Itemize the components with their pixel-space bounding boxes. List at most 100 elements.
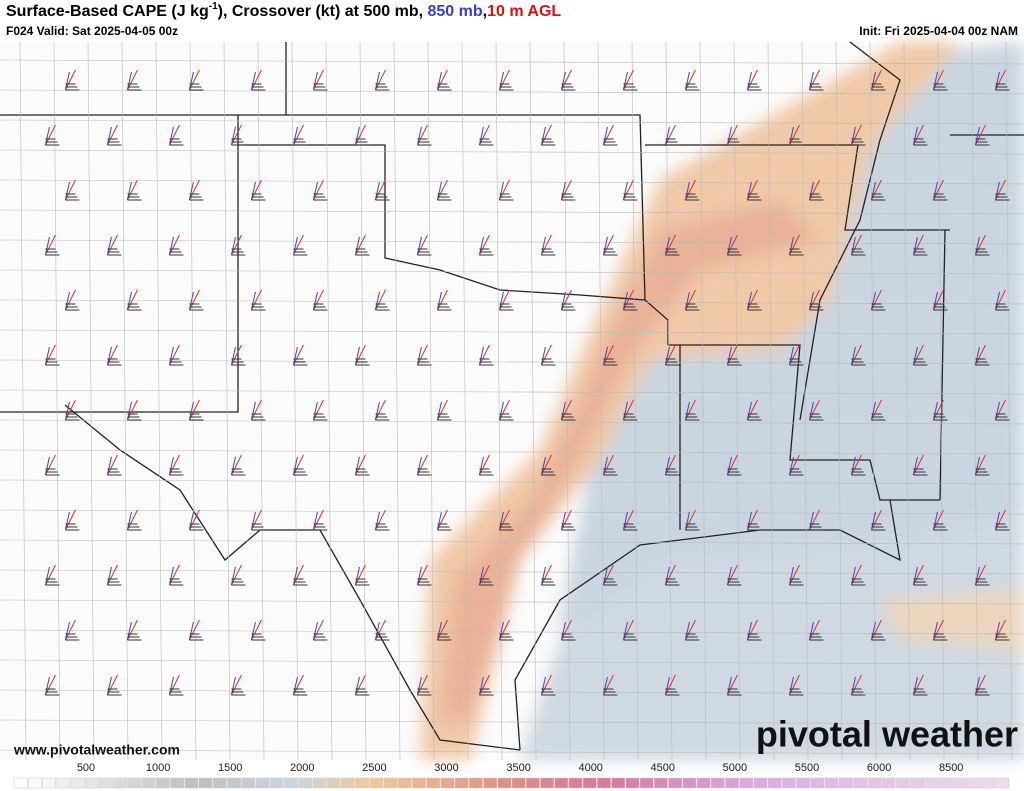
barb (417, 358, 432, 366)
barb (913, 578, 928, 586)
colorbar-swatch (796, 777, 811, 789)
barb (293, 358, 308, 366)
barb (851, 578, 866, 586)
barb (995, 193, 1010, 201)
barb (809, 523, 824, 531)
county-line (0, 629, 1024, 635)
barb (65, 633, 80, 641)
barb (293, 248, 308, 256)
barb (293, 138, 308, 146)
barb (355, 578, 370, 586)
init-time: Init: Fri 2025-04-04 00z NAM (859, 24, 1018, 38)
barb (727, 468, 742, 476)
barb (603, 468, 618, 476)
county-grid (0, 41, 1024, 761)
barb (127, 193, 142, 201)
barb (809, 83, 824, 91)
county-line (0, 89, 1024, 95)
barb (169, 138, 184, 146)
barb (685, 193, 700, 201)
barb (127, 303, 142, 311)
barb (851, 138, 866, 146)
barb (933, 303, 948, 311)
barb (499, 413, 514, 421)
county-line (19, 41, 27, 761)
barb (623, 413, 638, 421)
colorbar-swatch (284, 777, 298, 789)
barb (809, 633, 824, 641)
county-line (0, 119, 1024, 125)
county-line (767, 41, 775, 761)
colorbar-swatch (255, 777, 270, 789)
barb (189, 523, 204, 531)
barb (313, 303, 328, 311)
title-part: 850 mb (427, 3, 482, 20)
county-line (0, 539, 1024, 545)
colorbar-swatch (184, 777, 199, 789)
barb (995, 303, 1010, 311)
colorbar-swatch (924, 777, 939, 789)
barb (851, 248, 866, 256)
colorbar-swatch (952, 777, 967, 789)
county-line (665, 41, 673, 761)
county-line (359, 41, 367, 761)
barb (313, 413, 328, 421)
title-part: 10 m AGL (487, 3, 561, 20)
colorbar-swatch (326, 777, 341, 789)
barb (251, 633, 266, 641)
colorbar-swatch (611, 777, 626, 789)
barb (45, 688, 60, 696)
barb (45, 358, 60, 366)
barb (437, 193, 452, 201)
colorbar-swatch (967, 777, 981, 789)
barb (995, 633, 1010, 641)
barb (665, 248, 680, 256)
barb (437, 523, 452, 531)
colorbar-swatch (753, 777, 768, 789)
barb (871, 413, 886, 421)
barb (127, 633, 142, 641)
county-line (0, 239, 1024, 245)
colorbar-swatch (383, 777, 398, 789)
barb (747, 303, 762, 311)
barb (913, 468, 928, 476)
barb (355, 358, 370, 366)
colorbar-swatch (554, 777, 569, 789)
colorbar-swatch (269, 777, 284, 789)
barb (603, 358, 618, 366)
barb (747, 193, 762, 201)
colorbar-swatch (625, 777, 640, 789)
barb (293, 578, 308, 586)
colorbar-swatch (710, 777, 725, 789)
colorbar-swatch (881, 777, 896, 789)
colorbar-swatch (227, 777, 241, 789)
barb (499, 523, 514, 531)
colorbar-label: 5000 (723, 762, 747, 774)
barb (975, 468, 990, 476)
county-line (291, 41, 299, 761)
barb (623, 303, 638, 311)
colorbar-label: 1500 (218, 762, 242, 774)
barb (665, 138, 680, 146)
colorbar-swatch (511, 777, 526, 789)
borders (0, 41, 1024, 751)
county-line (53, 41, 61, 761)
barb (665, 358, 680, 366)
barb (685, 633, 700, 641)
county-line (835, 41, 843, 761)
colorbar-swatch (597, 777, 611, 789)
barb (541, 358, 556, 366)
colorbar-swatch (938, 777, 953, 789)
barb (975, 358, 990, 366)
barb (789, 688, 804, 696)
county-line (155, 41, 163, 761)
barb (251, 303, 266, 311)
barb (975, 578, 990, 586)
barb (107, 138, 122, 146)
county-line (0, 719, 1024, 725)
barb (603, 578, 618, 586)
title-part: -1 (209, 1, 218, 12)
colorbar-label: 5500 (795, 762, 819, 774)
colorbar-label: 4500 (651, 762, 675, 774)
barb (499, 633, 514, 641)
